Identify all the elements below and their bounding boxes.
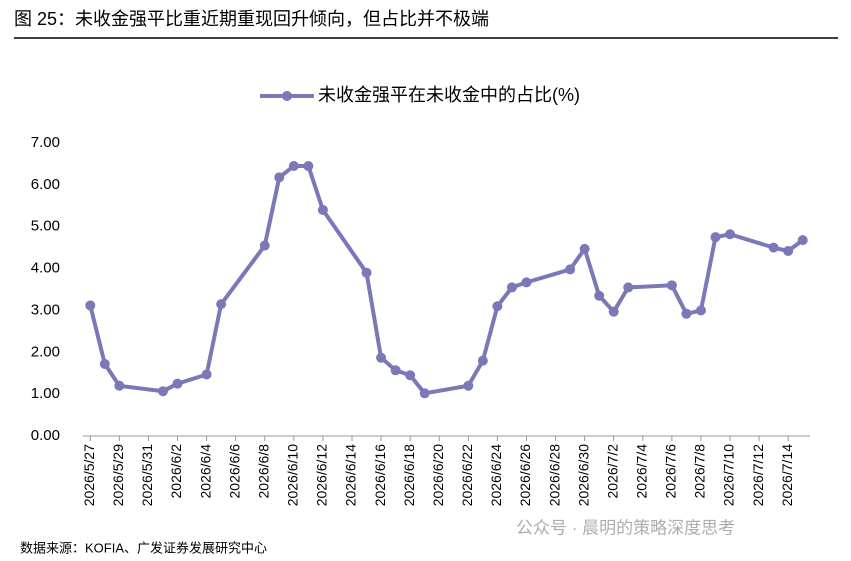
y-tick-label: 1.00	[31, 385, 60, 402]
y-tick-label: 2.00	[31, 343, 60, 360]
x-tick-label: 2026/5/29	[110, 444, 126, 506]
data-point	[303, 161, 314, 172]
data-point	[288, 161, 299, 172]
data-point	[172, 378, 183, 389]
data-point	[506, 282, 517, 293]
x-tick-label: 2026/7/12	[750, 444, 766, 506]
data-point	[361, 267, 372, 278]
x-tick-label: 2026/6/14	[343, 444, 359, 506]
y-tick-label: 6.00	[31, 176, 60, 193]
y-tick-label: 5.00	[31, 218, 60, 235]
data-point	[259, 240, 270, 251]
x-tick-label: 2026/6/22	[459, 444, 475, 506]
x-tick-label: 2026/7/14	[779, 444, 795, 506]
data-point	[565, 264, 576, 275]
x-tick-label: 2026/7/2	[604, 444, 620, 499]
y-tick-label: 4.00	[31, 260, 60, 277]
data-point	[463, 380, 474, 391]
x-tick-label: 2026/6/2	[168, 444, 184, 499]
data-point	[317, 204, 328, 215]
y-tick-label: 0.00	[31, 427, 60, 444]
x-tick-label: 2026/6/24	[488, 444, 504, 506]
x-tick-label: 2026/6/4	[197, 444, 213, 499]
data-point	[201, 369, 212, 380]
data-point	[274, 172, 285, 183]
legend-marker	[282, 91, 292, 101]
data-point	[797, 235, 808, 246]
data-point	[623, 282, 634, 293]
data-point	[216, 299, 227, 310]
legend-label: 未收金强平在未收金中的占比(%)	[318, 85, 580, 105]
x-tick-label: 2026/7/10	[721, 444, 737, 506]
y-tick-label: 7.00	[31, 134, 60, 151]
source: 数据来源：KOFIA、广发证券发展研究中心	[20, 540, 267, 555]
data-point	[492, 301, 503, 312]
y-tick-label: 3.00	[31, 301, 60, 318]
data-point	[85, 300, 96, 311]
data-point	[594, 290, 605, 301]
x-tick-label: 2026/5/31	[139, 444, 155, 506]
x-tick-label: 2026/6/10	[285, 444, 301, 506]
data-point	[477, 355, 488, 366]
data-point	[783, 245, 794, 256]
data-point	[419, 388, 430, 399]
x-tick-label: 2026/6/8	[255, 444, 271, 499]
data-point	[681, 308, 692, 319]
x-tick-label: 2026/7/8	[692, 444, 708, 499]
data-point	[579, 243, 590, 254]
x-tick-label: 2026/6/16	[372, 444, 388, 506]
data-point	[390, 365, 401, 376]
x-tick-label: 2026/6/20	[430, 444, 446, 506]
data-point	[695, 305, 706, 316]
watermark: 公众号 · 晨明的策略深度思考	[516, 518, 735, 537]
x-tick-label: 2026/7/4	[633, 444, 649, 499]
chart-title: 图 25：未收金强平比重近期重现回升倾向，但占比并不极端	[14, 9, 489, 29]
data-point	[99, 359, 110, 370]
x-tick-label: 2026/7/6	[663, 444, 679, 499]
data-point	[157, 386, 168, 397]
data-point	[666, 280, 677, 291]
x-tick-label: 2026/5/27	[81, 444, 97, 506]
x-tick-label: 2026/6/28	[546, 444, 562, 506]
data-point	[405, 370, 416, 381]
x-tick-label: 2026/6/12	[314, 444, 330, 506]
x-tick-label: 2026/6/26	[517, 444, 533, 506]
data-point	[608, 306, 619, 317]
data-point	[725, 229, 736, 240]
data-point	[521, 277, 532, 288]
data-point	[376, 352, 387, 363]
series-line	[88, 164, 804, 396]
x-tick-label: 2026/6/6	[226, 444, 242, 499]
data-point	[114, 380, 125, 391]
data-point	[710, 232, 721, 243]
x-tick-label: 2026/6/18	[401, 444, 417, 506]
data-point	[768, 242, 779, 253]
x-tick-label: 2026/6/30	[575, 444, 591, 506]
